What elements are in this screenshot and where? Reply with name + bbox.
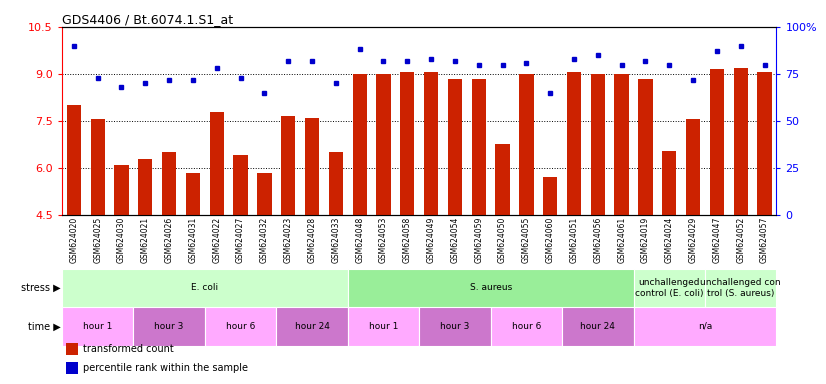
Bar <box>419 307 491 346</box>
Bar <box>162 152 176 215</box>
Bar <box>638 79 653 215</box>
Bar <box>472 79 486 215</box>
Text: hour 1: hour 1 <box>83 322 112 331</box>
Bar <box>567 72 582 215</box>
Text: GDS4406 / Bt.6074.1.S1_at: GDS4406 / Bt.6074.1.S1_at <box>62 13 233 26</box>
Bar <box>257 173 272 215</box>
Text: hour 24: hour 24 <box>295 322 330 331</box>
Bar <box>186 173 200 215</box>
Bar <box>62 269 348 307</box>
Text: unchallenged con
trol (S. aureus): unchallenged con trol (S. aureus) <box>700 278 781 298</box>
Bar <box>62 307 133 346</box>
Bar <box>281 116 296 215</box>
Bar <box>733 68 748 215</box>
Bar <box>348 307 419 346</box>
Text: n/a: n/a <box>698 322 712 331</box>
Text: transformed count: transformed count <box>83 344 174 354</box>
Text: hour 6: hour 6 <box>511 322 541 331</box>
Bar <box>276 307 348 346</box>
Text: hour 3: hour 3 <box>154 322 184 331</box>
Text: stress ▶: stress ▶ <box>21 283 60 293</box>
Text: hour 24: hour 24 <box>581 322 615 331</box>
Bar <box>686 119 700 215</box>
Bar <box>210 112 224 215</box>
Bar <box>234 156 248 215</box>
Text: time ▶: time ▶ <box>27 321 60 331</box>
Text: S. aureus: S. aureus <box>469 283 512 293</box>
Bar <box>662 151 676 215</box>
Text: percentile rank within the sample: percentile rank within the sample <box>83 363 249 373</box>
Text: unchallenged
control (E. coli): unchallenged control (E. coli) <box>635 278 704 298</box>
Bar <box>348 269 634 307</box>
Text: hour 1: hour 1 <box>368 322 398 331</box>
Bar <box>634 269 705 307</box>
Bar <box>114 165 129 215</box>
Bar <box>138 159 153 215</box>
Bar <box>67 105 81 215</box>
Text: E. coli: E. coli <box>192 283 218 293</box>
Bar <box>424 72 439 215</box>
Bar <box>705 269 776 307</box>
Bar <box>591 74 605 215</box>
Bar <box>353 74 367 215</box>
Bar <box>91 119 105 215</box>
Bar <box>562 307 634 346</box>
Bar <box>520 74 534 215</box>
Bar <box>329 152 343 215</box>
Bar <box>400 72 415 215</box>
Bar <box>377 74 391 215</box>
Bar <box>305 118 319 215</box>
Bar <box>710 69 724 215</box>
Bar <box>543 177 558 215</box>
Text: hour 3: hour 3 <box>440 322 470 331</box>
Bar <box>448 79 462 215</box>
Bar <box>133 307 205 346</box>
Bar <box>496 144 510 215</box>
Bar <box>491 307 562 346</box>
Bar <box>205 307 276 346</box>
Bar <box>634 307 776 346</box>
Bar <box>615 74 629 215</box>
Bar <box>65 343 78 355</box>
Text: hour 6: hour 6 <box>225 322 255 331</box>
Bar <box>65 362 78 374</box>
Bar <box>757 72 771 215</box>
